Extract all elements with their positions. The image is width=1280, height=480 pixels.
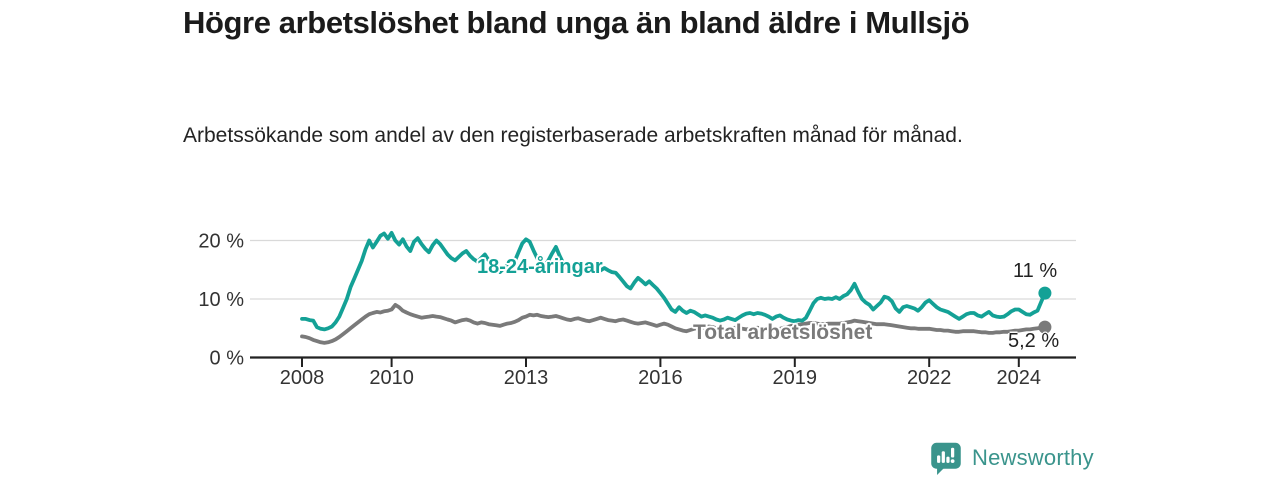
x-tick-label: 2024 — [997, 367, 1042, 389]
end-value-label-young: 11 % — [1013, 260, 1058, 282]
x-tick-label: 2019 — [773, 367, 818, 389]
series-end-dot-0 — [1038, 320, 1052, 334]
x-tick-label: 2022 — [907, 367, 952, 389]
chart-title: Högre arbetslöshet bland unga än bland ä… — [183, 5, 970, 40]
x-tick-label: 2013 — [504, 367, 549, 389]
newsworthy-wordmark: Newsworthy — [972, 445, 1094, 470]
newsworthy-icon — [931, 442, 961, 475]
newsworthy-logo[interactable]: Newsworthy — [929, 440, 1094, 476]
y-tick-label: 20 % — [198, 231, 244, 253]
chart-subtitle: Arbetssökande som andel av den registerb… — [183, 124, 963, 147]
y-tick-label: 10 % — [198, 289, 244, 311]
series-label-total: Total arbetslöshet — [693, 321, 873, 344]
x-tick-label: 2010 — [369, 367, 414, 389]
end-value-label-total: 5,2 % — [1008, 330, 1060, 352]
x-tick-label: 2008 — [280, 367, 325, 389]
series-line-0 — [300, 302, 1047, 345]
x-tick-label: 2016 — [638, 367, 683, 389]
series-line-1 — [300, 230, 1047, 332]
y-tick-label: 0 % — [210, 348, 245, 370]
series-end-dot-1 — [1038, 286, 1052, 300]
series-label-young: 18-24-åringar — [477, 256, 603, 278]
